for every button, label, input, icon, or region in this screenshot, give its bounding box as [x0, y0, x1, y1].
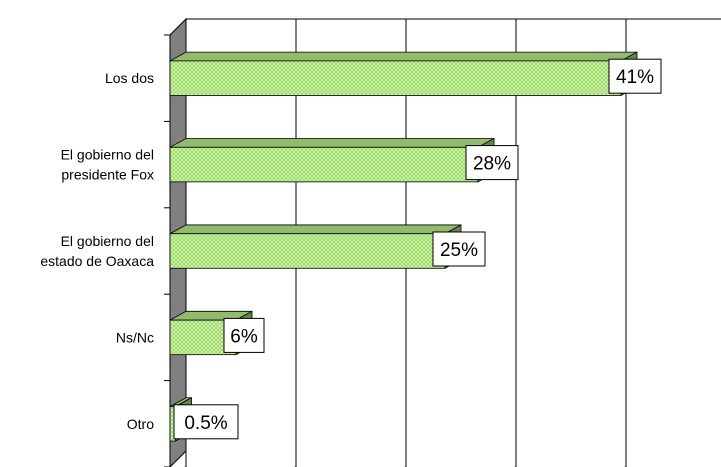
category-label-line: Los dos [105, 70, 154, 86]
value-label-box [465, 145, 519, 181]
value-label: 41% [608, 58, 662, 94]
value-label-text: 25% [440, 240, 478, 261]
value-label-box [223, 317, 265, 353]
bar-top [169, 138, 495, 148]
bar [169, 51, 638, 97]
bar-front [169, 60, 622, 96]
bar-front [169, 146, 479, 183]
category-label: El gobierno del estado de Oaxaca [40, 233, 154, 269]
value-label: 25% [432, 231, 486, 267]
value-label-text: 28% [473, 154, 511, 175]
value-label-text: 0.5% [184, 413, 227, 434]
value-label: 0.5% [173, 404, 239, 440]
value-label-text: 41% [616, 67, 654, 88]
category-label-line: El gobierno del [61, 233, 154, 249]
category-label: El gobierno del presidente Fox [61, 147, 154, 183]
bar-top [169, 224, 462, 235]
category-label: Ns/Nc [116, 329, 154, 345]
bar [169, 137, 495, 183]
bars [169, 51, 638, 442]
category-label-line: El gobierno del [61, 147, 154, 163]
value-label-box [608, 58, 662, 94]
category-label-line: presidente Fox [61, 167, 154, 183]
value-label: 6% [223, 317, 265, 353]
bar-front [169, 233, 446, 269]
value-labels: 41% 28% 25% 6% 0.5% [173, 58, 662, 440]
value-label-box [173, 404, 239, 440]
category-label-line: estado de Oaxaca [40, 253, 154, 269]
category-label-line: Ns/Nc [116, 329, 154, 345]
value-label-text: 6% [230, 326, 258, 347]
category-label: Los dos [105, 70, 154, 86]
category-label: Otro [127, 416, 154, 432]
value-label-box [432, 231, 486, 267]
bar-top [169, 51, 638, 62]
category-axis [164, 34, 171, 467]
value-label: 28% [465, 145, 519, 181]
bar [169, 224, 462, 269]
category-label-line: Otro [127, 416, 154, 432]
